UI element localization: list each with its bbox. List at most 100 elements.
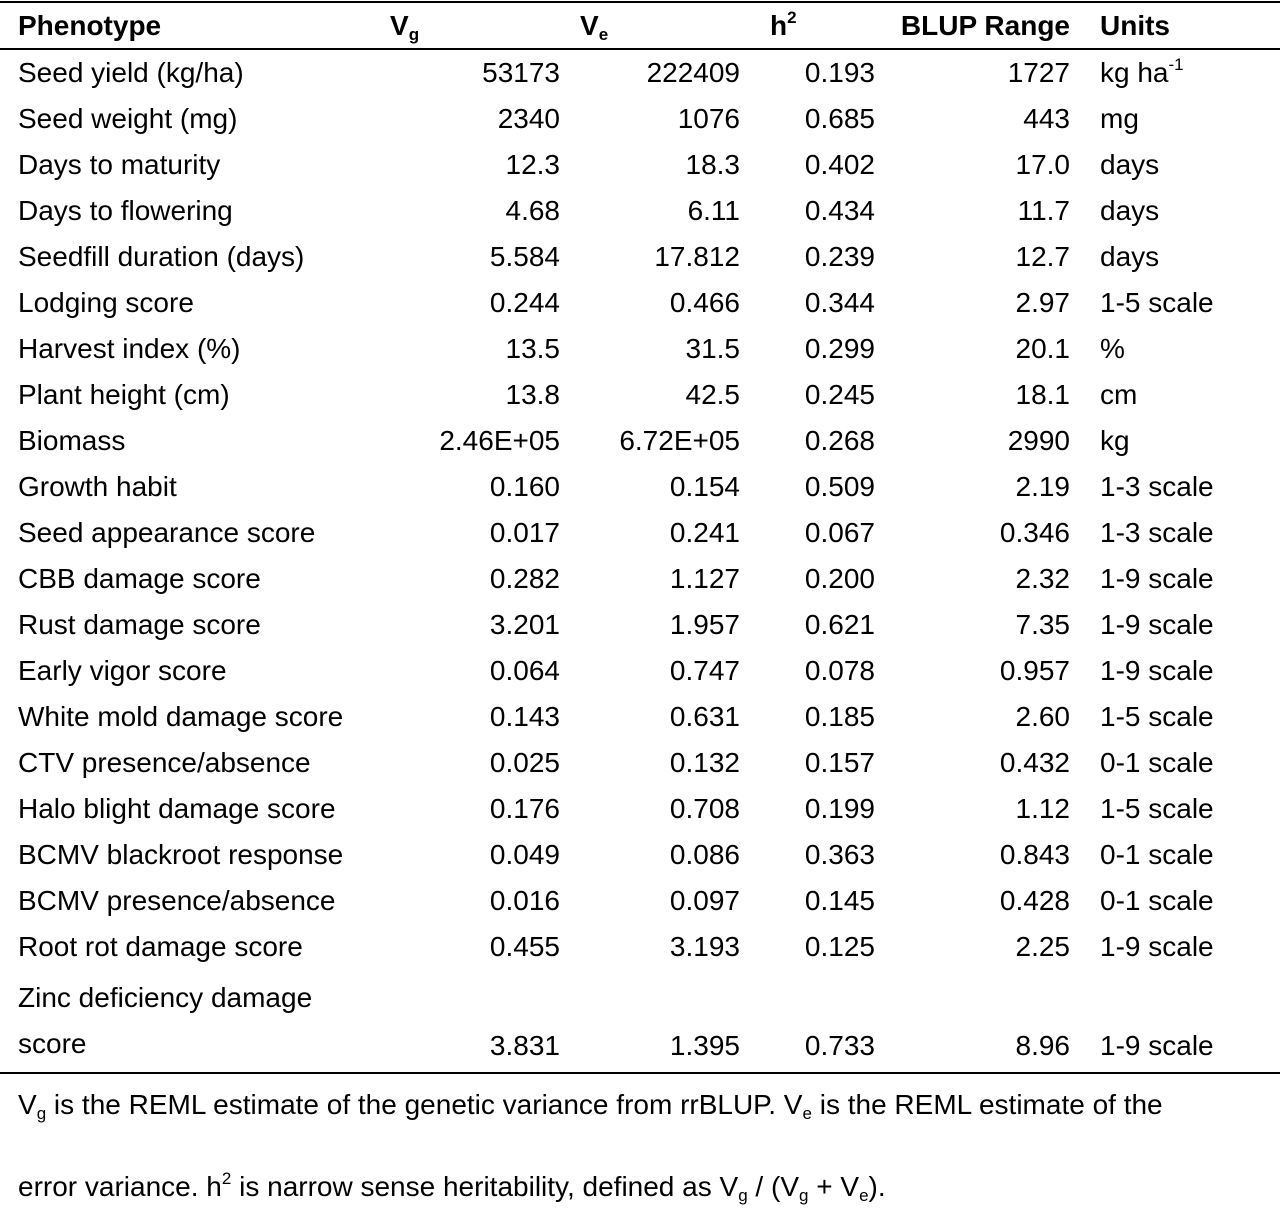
cell-phenotype: Seed weight (mg) <box>0 96 380 142</box>
fn-text: is the REML estimate of the genetic vari… <box>46 1089 803 1120</box>
cell-blup-range-text: 12.7 <box>1015 241 1071 272</box>
cell-units: 1-3 scale <box>1070 510 1280 556</box>
cell-vg: 2340 <box>380 96 560 142</box>
cell-phenotype: Days to flowering <box>0 188 380 234</box>
cell-units: 1-9 scale <box>1070 556 1280 602</box>
cell-phenotype-text: Growth habit <box>18 471 177 502</box>
table-row: Plant height (cm) 13.8 42.5 0.245 18.1 cm <box>0 372 1280 418</box>
cell-phenotype-text: CTV presence/absence <box>18 747 311 778</box>
table-row: Harvest index (%) 13.5 31.5 0.299 20.1% <box>0 326 1280 372</box>
cell-vg: 0.244 <box>380 280 560 326</box>
cell-h2: 0.434 <box>740 188 875 234</box>
cell-ve: 1.957 <box>560 602 740 648</box>
cell-vg-text: 4.68 <box>505 195 561 226</box>
cell-phenotype: Early vigor score <box>0 648 380 694</box>
cell-phenotype-text: CBB damage score <box>18 563 261 594</box>
cell-units-text: cm <box>1100 379 1138 410</box>
cell-blup-range: 0.346 <box>875 510 1070 556</box>
cell-vg-text: 0.025 <box>489 747 560 778</box>
cell-units-text: 1-9 scale <box>1100 931 1214 962</box>
cell-h2: 0.509 <box>740 464 875 510</box>
cell-ve: 0.708 <box>560 786 740 832</box>
cell-phenotype-text: Days to flowering <box>18 195 233 226</box>
cell-blup-range: 0.957 <box>875 648 1070 694</box>
table-header: Phenotype Vg Ve h2 BLUP Range Units <box>0 1 1280 50</box>
cell-ve-text: 0.747 <box>669 655 740 686</box>
cell-units-text: 0-1 scale <box>1100 747 1214 778</box>
table-row: Early vigor score 0.064 0.747 0.078 0.957 1-9… <box>0 648 1280 694</box>
fn-text: ). <box>868 1171 886 1202</box>
cell-h2: 0.685 <box>740 96 875 142</box>
header-h2-base: h <box>770 9 788 41</box>
cell-ve-text: 0.097 <box>669 885 740 916</box>
cell-units-text: 0-1 scale <box>1100 885 1214 916</box>
fn-text: is narrow sense heritability, defined as… <box>231 1171 739 1202</box>
cell-h2: 0.245 <box>740 372 875 418</box>
cell-blup-range-text: 2.19 <box>1015 471 1071 502</box>
cell-units: 0-1 scale <box>1070 832 1280 878</box>
header-units: Units <box>1070 1 1280 50</box>
cell-blup-range: 2990 <box>875 418 1070 464</box>
table-row: BCMV blackroot response 0.049 0.086 0.363 0.… <box>0 832 1280 878</box>
cell-vg-text: 13.8 <box>505 379 561 410</box>
cell-units-text: 1-5 scale <box>1100 287 1214 318</box>
cell-phenotype: White mold damage score <box>0 694 380 740</box>
table-row: Seedfill duration (days) 5.584 17.812 0.239… <box>0 234 1280 280</box>
table-footnote: Vg is the REML estimate of the genetic v… <box>18 1064 1268 1228</box>
cell-ve: 18.3 <box>560 142 741 188</box>
cell-phenotype-text: Seedfill duration (days) <box>18 241 305 272</box>
cell-phenotype: BCMV blackroot response <box>0 832 380 878</box>
cell-phenotype-text: Biomass <box>18 425 126 456</box>
header-h2: h2 <box>740 1 875 50</box>
cell-blup-range-text: 0.346 <box>999 517 1070 548</box>
cell-blup-range: 18.1 <box>875 372 1071 418</box>
cell-units: 1-5 scale <box>1070 786 1280 832</box>
cell-vg: 0.025 <box>380 740 560 786</box>
cell-units: % <box>1070 326 1280 372</box>
fn-sub: g <box>36 1104 47 1123</box>
cell-h2-text: 0.193 <box>804 57 875 88</box>
cell-units-text: days <box>1100 241 1160 272</box>
cell-blup-range-text: 11.7 <box>1017 195 1070 226</box>
table-row: Days to maturity 12.3 18.3 0.402 17.0 days <box>0 142 1280 188</box>
cell-units-sup: -1 <box>1168 55 1184 74</box>
cell-blup-range-text: 2990 <box>1007 425 1070 456</box>
cell-h2: 0.145 <box>740 878 875 924</box>
cell-h2: 0.268 <box>740 418 875 464</box>
cell-units: 1-3 scale <box>1070 464 1280 510</box>
cell-units-text: 1-9 scale <box>1100 1030 1214 1061</box>
cell-h2: 0.193 <box>740 49 875 96</box>
cell-h2: 0.733 <box>740 970 875 1074</box>
table-row: Seed yield (kg/ha) 53173 222409 0.193 1727 kg… <box>0 49 1280 96</box>
cell-units-text: 1-5 scale <box>1100 701 1214 732</box>
cell-units-text: kg ha <box>1100 57 1169 88</box>
cell-h2: 0.363 <box>740 832 875 878</box>
cell-vg-text: 3.201 <box>489 609 560 640</box>
table-row: CBB damage score 0.282 1.127 0.200 2.32 1-9 s… <box>0 556 1280 602</box>
cell-units: days <box>1070 188 1280 234</box>
cell-vg-text: 0.160 <box>489 471 560 502</box>
cell-units-text: 1-9 scale <box>1100 563 1214 594</box>
cell-units: mg <box>1070 96 1280 142</box>
table-row: Halo blight damage score 0.176 0.708 0.199 1… <box>0 786 1280 832</box>
cell-h2: 0.299 <box>740 326 875 372</box>
cell-units: 1-9 scale <box>1070 648 1280 694</box>
table-row: Biomass 2.46E+05 6.72E+05 0.268 2990 kg <box>0 418 1280 464</box>
cell-h2-text: 0.344 <box>804 287 875 318</box>
header-vg-base: V <box>390 9 409 41</box>
cell-h2: 0.067 <box>740 510 875 556</box>
cell-blup-range-text: 18.1 <box>1015 379 1071 410</box>
cell-blup-range-text: 2.32 <box>1015 563 1071 594</box>
cell-vg-text: 0.064 <box>489 655 560 686</box>
cell-blup-range-text: 2.60 <box>1015 701 1071 732</box>
table-row: White mold damage score 0.143 0.631 0.185 2.… <box>0 694 1280 740</box>
cell-h2-text: 0.733 <box>804 1030 875 1061</box>
cell-blup-range: 17.0 <box>875 142 1071 188</box>
cell-blup-range: 1727 <box>875 49 1070 96</box>
cell-vg-text: 2340 <box>497 103 560 134</box>
cell-phenotype: Zinc deficiency damage score <box>0 970 380 1074</box>
cell-h2-text: 0.200 <box>804 563 875 594</box>
cell-phenotype-text: White mold damage score <box>18 701 344 732</box>
cell-phenotype: Seed appearance score <box>0 510 380 556</box>
cell-h2: 0.185 <box>740 694 875 740</box>
